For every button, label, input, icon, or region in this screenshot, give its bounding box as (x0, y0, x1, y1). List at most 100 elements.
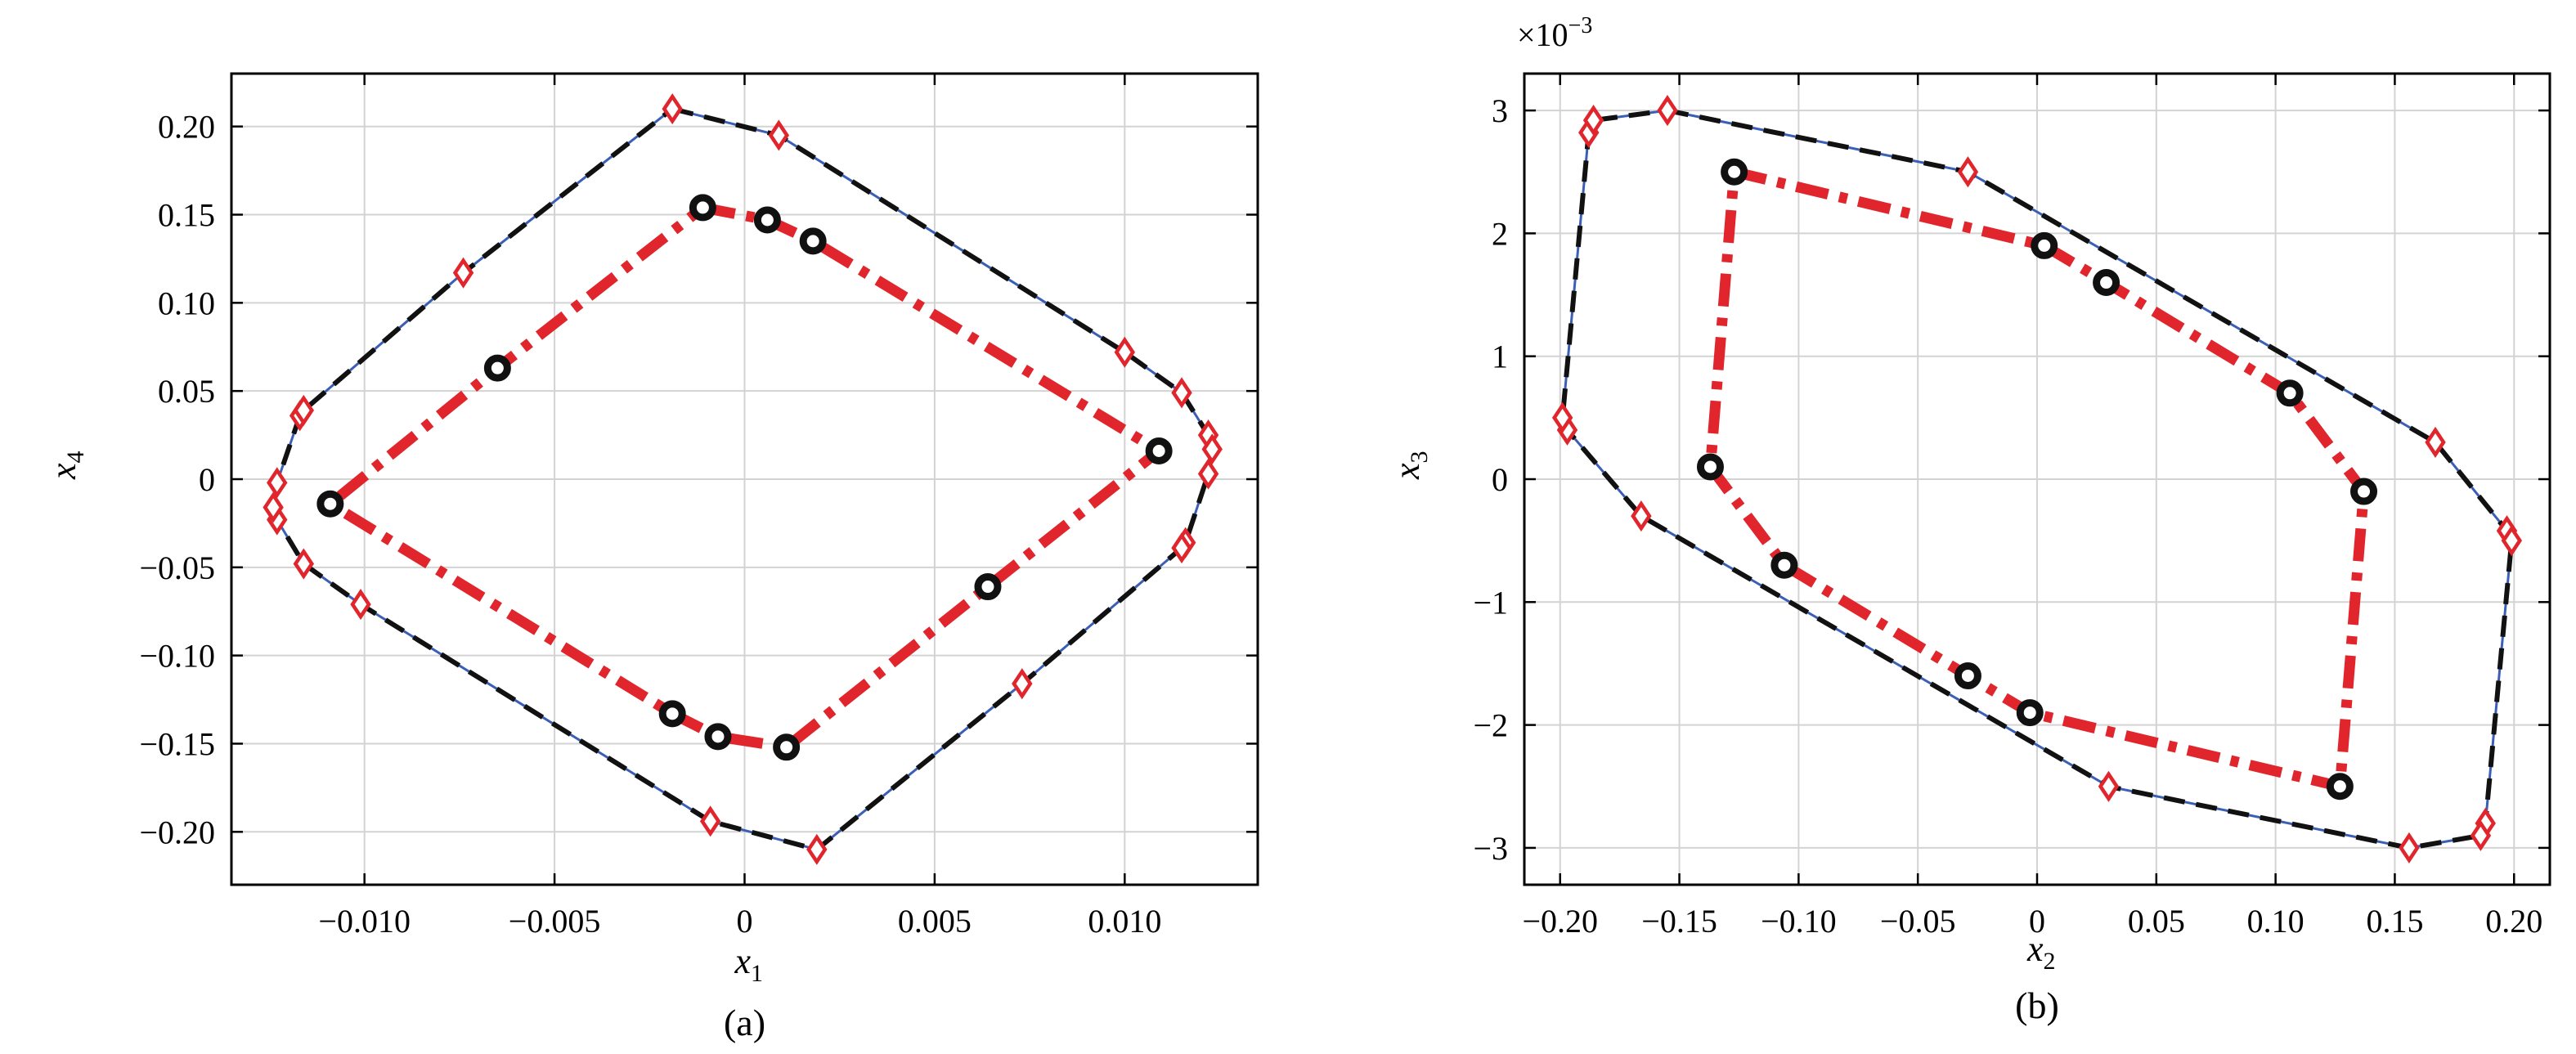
y-axis-exponent-power: −3 (1568, 13, 1593, 38)
x-tick-label-a-2: 0 (737, 903, 753, 940)
y-tick-label-b-5: 2 (1492, 215, 1508, 252)
series-group-a (263, 93, 1223, 865)
outer-point-marker-b-8 (2098, 770, 2120, 802)
y-axis-label-b: x3 (1387, 451, 1433, 480)
chart-panel-b: −0.20 −0.15 −0.10 −0.05 0 0.05 0.10 0.15 0.20 −3 −… (1387, 13, 2551, 1026)
x-tick-label-a-0: −0.010 (318, 903, 411, 940)
x-axis-label-b: x2 (2026, 929, 2056, 975)
inner-point-marker-b-2 (2093, 269, 2120, 297)
inner-point-marker-b-1 (2031, 231, 2058, 259)
outer-point-marker-a-9 (1012, 668, 1033, 700)
x-tick-label-b-8: 0.20 (2485, 903, 2542, 940)
x-axis-label-a-subscript: 1 (751, 960, 763, 987)
x-axis-label-a-main: x (734, 941, 752, 981)
outer-point-marker-b-7 (2399, 832, 2420, 863)
outer-point-marker-b-11 (1551, 401, 1573, 433)
x-tick-label-a-1: −0.005 (509, 903, 601, 940)
x-tick-label-b-6: 0.10 (2247, 903, 2304, 940)
x-tick-label-b-3: −0.05 (1880, 903, 1956, 940)
x-axis-label-b-main: x (2026, 929, 2044, 969)
outer-point-marker-a-19 (452, 257, 474, 289)
outer-point-marker-a-3 (1171, 377, 1192, 409)
chart-panel-a: −0.010 −0.005 0 0.005 0.010 −0.20 −0.15 −0.10 −0… (43, 72, 1259, 1043)
y-tick-label-a-5: 0.05 (158, 373, 215, 410)
y-tick-label-b-6: 3 (1492, 92, 1508, 129)
inner-point-marker-a-4 (974, 573, 1002, 601)
inner-point-marker-a-9 (483, 354, 511, 382)
x-axis-label-a: x1 (734, 941, 764, 987)
y-tick-label-b-1: −2 (1473, 707, 1508, 744)
outer-point-marker-b-9 (1631, 500, 1652, 532)
outer-point-marker-b-6 (2470, 819, 2492, 851)
y-axis-label-a: x4 (43, 451, 89, 480)
x-tick-label-b-4: 0 (2029, 903, 2045, 940)
inner-point-marker-b-0 (1721, 158, 1748, 186)
x-tick-label-b-0: −0.20 (1522, 903, 1598, 940)
inner-point-marker-a-7 (658, 700, 686, 728)
inner-point-marker-a-3 (1145, 437, 1173, 464)
outer-point-marker-a-2 (1114, 336, 1136, 368)
y-tick-label-a-1: −0.15 (139, 725, 215, 762)
x-tick-label-b-1: −0.15 (1641, 903, 1717, 940)
outer-point-marker-a-10 (806, 833, 828, 865)
inner-point-marker-a-6 (704, 723, 732, 751)
y-tick-label-a-6: 0.10 (158, 285, 215, 321)
x-axis-label-b-subscript: 2 (2044, 948, 2056, 975)
series-group-b (1551, 95, 2523, 863)
y-tick-label-b-0: −3 (1473, 830, 1508, 867)
x-tick-label-b-5: 0.05 (2128, 903, 2185, 940)
x-tick-label-b-2: −0.10 (1761, 903, 1837, 940)
outer-point-marker-a-1 (768, 119, 790, 151)
x-tick-label-a-4: 0.010 (1088, 903, 1161, 940)
outer-point-marker-b-4 (2501, 525, 2523, 557)
outer-point-marker-a-8 (1171, 532, 1192, 564)
outer-point-marker-b-1 (1957, 156, 1979, 188)
tick-group-b: −0.20 −0.15 −0.10 −0.05 0 0.05 0.10 0.15 0.20 −3 −… (1473, 74, 2550, 940)
y-axis-label-b-main: x (1387, 463, 1427, 480)
inner-point-marker-a-8 (316, 490, 344, 518)
outer-point-marker-b-0 (1657, 95, 1678, 127)
y-axis-label-a-main: x (43, 463, 83, 480)
y-tick-label-a-4: 0 (199, 461, 215, 498)
inner-point-marker-b-6 (2016, 699, 2044, 727)
y-axis-exponent-b: ×10−3 (1517, 13, 1592, 53)
inner-point-marker-b-4 (2350, 478, 2378, 505)
outer-point-marker-a-15 (263, 491, 284, 523)
y-tick-label-a-8: 0.20 (158, 109, 215, 146)
grid-lines-a (231, 74, 1258, 885)
inner-point-marker-b-9 (1696, 453, 1724, 481)
tick-group-a: −0.010 −0.005 0 0.005 0.010 −0.20 −0.15 −0.10 −0… (139, 74, 1258, 940)
inner-point-marker-a-2 (799, 227, 827, 255)
y-tick-label-a-0: −0.20 (139, 814, 215, 850)
y-tick-label-a-7: 0.15 (158, 197, 215, 234)
x-tick-label-b-7: 0.15 (2366, 903, 2423, 940)
outer-point-marker-a-16 (267, 467, 288, 499)
inner-point-marker-a-1 (753, 206, 781, 234)
y-axis-label-b-subscript: 3 (1406, 451, 1433, 463)
grid-lines-b (1524, 74, 2550, 885)
panel-caption-b: (b) (2015, 984, 2059, 1026)
y-axis-exponent-base: ×10 (1517, 16, 1568, 53)
outer-point-marker-a-11 (699, 805, 721, 837)
inner-point-marker-a-0 (689, 194, 716, 222)
inner-point-marker-b-5 (2326, 773, 2354, 801)
inner-point-marker-b-3 (2276, 379, 2304, 407)
y-tick-label-b-4: 1 (1492, 339, 1508, 375)
x-tick-label-a-3: 0.005 (898, 903, 972, 940)
outer-point-marker-b-2 (2425, 426, 2446, 458)
y-axis-label-a-subscript: 4 (62, 451, 89, 463)
outer-point-marker-a-18 (293, 394, 315, 426)
outer-point-marker-b-13 (1582, 105, 1604, 137)
outer-point-marker-a-6 (1197, 458, 1219, 490)
outer-point-marker-a-0 (662, 93, 683, 125)
panel-caption-a: (a) (724, 1002, 765, 1043)
outer-point-marker-a-5 (1201, 433, 1223, 465)
inner-point-marker-b-8 (1770, 551, 1798, 579)
outer-point-marker-a-12 (350, 589, 371, 621)
y-tick-label-a-3: −0.05 (139, 549, 215, 586)
y-tick-label-a-2: −0.10 (139, 638, 215, 675)
y-tick-label-b-3: 0 (1492, 461, 1508, 498)
inner-point-marker-b-7 (1954, 662, 1981, 689)
outer-point-marker-a-13 (293, 548, 315, 580)
